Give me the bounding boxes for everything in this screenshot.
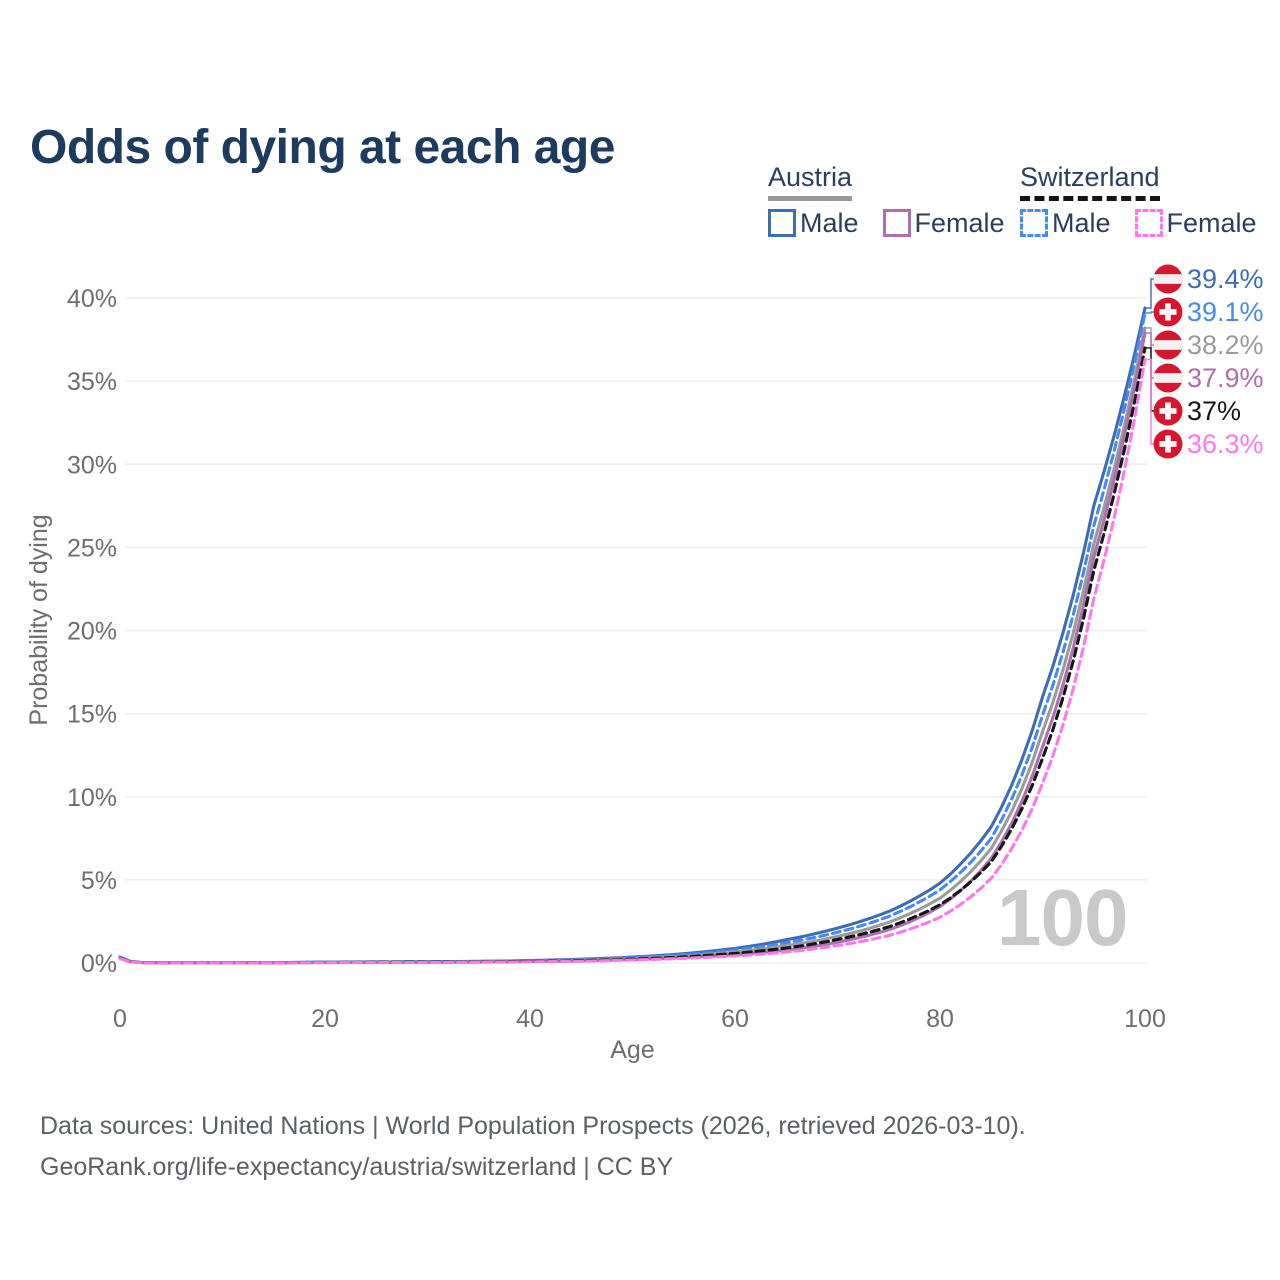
y-axis-title: Probability of dying <box>25 514 53 725</box>
series-line-switzerland-male[interactable] <box>118 311 1147 965</box>
page-title: Odds of dying at each age <box>30 121 615 175</box>
end-label-leader-line <box>1145 358 1154 445</box>
end-label-leader-line <box>1145 347 1154 412</box>
switzerland-flag-icon <box>1153 429 1183 459</box>
end-label-leader-line <box>1145 332 1154 379</box>
flag-stripe-white <box>1153 274 1183 284</box>
legend-item-label: Female <box>914 207 1005 238</box>
y-tick-label: 15% <box>67 701 117 729</box>
flag-stripe-white <box>1153 373 1183 383</box>
legend-group-switzerland: Switzerland Male Female <box>1020 162 1280 239</box>
switzerland-flag-icon <box>1153 396 1183 426</box>
flag-stripe-white <box>1153 340 1183 350</box>
legend-item-label: Male <box>800 207 859 238</box>
y-tick-label: 40% <box>67 285 117 313</box>
age-counter-watermark: 100 <box>997 873 1128 962</box>
series-line-austria-male[interactable] <box>118 306 1147 965</box>
y-tick-label: 0% <box>81 950 117 978</box>
series-line-austria-female[interactable] <box>118 331 1147 965</box>
y-tick-label: 5% <box>81 867 117 895</box>
x-tick-label: 0 <box>113 1005 127 1033</box>
austria-male-swatch-icon <box>768 209 796 238</box>
legend-item-switzerland-female[interactable]: Female <box>1134 207 1257 239</box>
attribution-line: GeoRank.org/life-expectancy/austria/swit… <box>40 1153 674 1181</box>
swiss-cross-v <box>1165 402 1171 420</box>
end-label-austria: 38.2% <box>1187 330 1264 360</box>
austria-flag-icon <box>1153 264 1183 294</box>
swiss-cross-v <box>1165 435 1171 453</box>
end-label-austria-female: 37.9% <box>1187 363 1264 393</box>
end-label-switzerland-male: 39.1% <box>1187 297 1264 327</box>
austria-flag-stripes <box>1153 363 1183 393</box>
switzerland-flag-icon <box>1153 297 1183 327</box>
series-line-switzerland-female[interactable] <box>118 357 1147 965</box>
legend-item-austria-female[interactable]: Female <box>882 207 1005 239</box>
switzerland-female-swatch-icon <box>1134 209 1163 238</box>
legend-items-austria: Male Female <box>768 208 1029 239</box>
y-tick-label: 25% <box>67 534 117 562</box>
legend-item-austria-male[interactable]: Male <box>768 208 859 239</box>
x-tick-label: 80 <box>926 1005 954 1033</box>
legend-item-switzerland-male[interactable]: Male <box>1020 208 1111 239</box>
end-label-leader-line <box>1145 278 1154 309</box>
y-tick-label: 30% <box>67 451 117 479</box>
y-tick-label: 10% <box>67 784 117 812</box>
end-label-leader-line <box>1145 327 1154 346</box>
austria-flag-icon <box>1153 330 1183 360</box>
austria-flag-stripes <box>1153 330 1183 360</box>
x-tick-label: 20 <box>311 1005 339 1033</box>
austria-flag-icon <box>1153 363 1183 393</box>
switzerland-male-swatch-icon <box>1020 209 1048 238</box>
series-line-switzerland[interactable] <box>118 346 1147 965</box>
austria-flag-stripes <box>1153 264 1183 294</box>
austria-female-swatch-icon <box>882 209 911 238</box>
y-tick-label: 20% <box>67 618 117 646</box>
end-label-switzerland-female: 36.3% <box>1187 429 1264 459</box>
series-line-austria[interactable] <box>118 326 1147 965</box>
legend: Austria Male Female Switzerland Male Fem… <box>0 162 1280 243</box>
legend-group-austria: Austria Male Female <box>768 162 1029 239</box>
legend-title-switzerland: Switzerland <box>1020 162 1160 201</box>
end-label-switzerland: 37% <box>1187 396 1241 426</box>
x-tick-label: 100 <box>1124 1005 1166 1033</box>
legend-item-label: Male <box>1052 207 1111 238</box>
y-tick-label: 35% <box>67 368 117 396</box>
x-axis-title: Age <box>610 1036 654 1064</box>
legend-items-switzerland: Male Female <box>1020 208 1280 239</box>
swiss-cross-v <box>1165 303 1171 321</box>
end-label-austria-male: 39.4% <box>1187 264 1264 294</box>
x-tick-label: 40 <box>516 1005 544 1033</box>
legend-item-label: Female <box>1166 207 1257 238</box>
footer: Data sources: United Nations | World Pop… <box>40 1106 1240 1188</box>
legend-title-austria: Austria <box>768 162 853 201</box>
data-source-line: Data sources: United Nations | World Pop… <box>40 1112 1026 1140</box>
end-label-leader-line <box>1145 311 1154 314</box>
x-tick-label: 60 <box>721 1005 749 1033</box>
